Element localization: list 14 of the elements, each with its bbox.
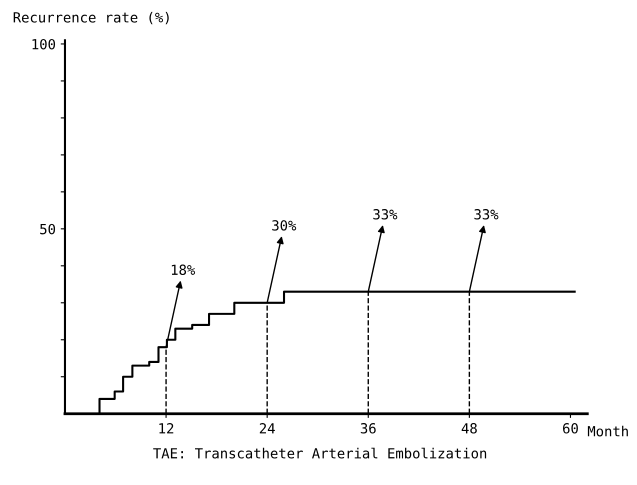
x-tick-label: 60: [563, 423, 578, 434]
annotation: 33%: [474, 209, 498, 220]
annotation: 33%: [373, 209, 398, 220]
x-tick-label: 24: [260, 423, 275, 434]
annotation: 30%: [272, 220, 296, 231]
annotation: 18%: [172, 264, 196, 276]
x-tick-label: 36: [360, 423, 376, 434]
y-tick-label: 50: [40, 224, 56, 234]
y-axis-title: Recurrence rate (%): [14, 12, 169, 24]
y-tick-label: 100: [32, 38, 56, 50]
text: TAE: Transcatheter Arterial Embolization: [153, 448, 486, 459]
x-tick-label: 12: [159, 423, 174, 434]
x-tick-label: 48: [462, 423, 477, 434]
x-axis-title: Month: [588, 426, 628, 436]
